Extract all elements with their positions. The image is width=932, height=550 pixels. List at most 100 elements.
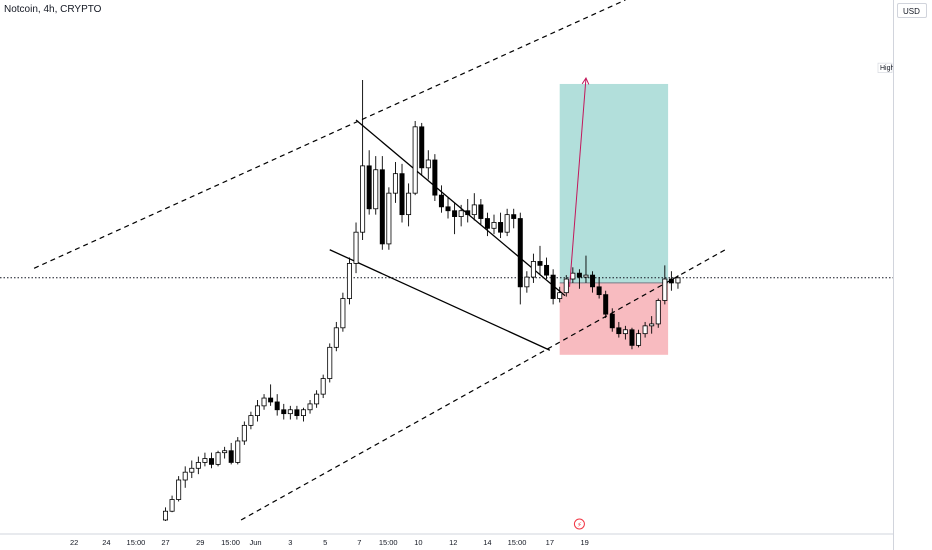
candle-body-up xyxy=(176,479,182,500)
candle-body-up xyxy=(162,510,168,521)
candle-body-up xyxy=(346,263,352,299)
candle xyxy=(333,321,339,352)
candle xyxy=(294,405,300,420)
candle-body-down xyxy=(544,264,550,276)
candle-body-up xyxy=(254,405,260,417)
candle xyxy=(445,197,451,219)
x-tick-label: 19 xyxy=(580,538,588,547)
candle-body-down xyxy=(268,397,274,403)
candle xyxy=(268,384,274,406)
x-tick-label: 15:00 xyxy=(508,538,527,547)
candle xyxy=(609,308,615,332)
candle-body-up xyxy=(655,300,661,325)
candle-body-down xyxy=(616,327,622,335)
candle xyxy=(636,329,642,348)
x-tick-label: 14 xyxy=(483,538,491,547)
candle-body-up xyxy=(570,272,576,280)
candle xyxy=(340,292,346,332)
candle xyxy=(675,275,681,289)
lightning-icon: ⚡ xyxy=(577,521,582,529)
candle-body-down xyxy=(629,329,635,346)
x-tick-label: 12 xyxy=(449,538,457,547)
candle xyxy=(491,214,497,235)
candle-body-up xyxy=(675,277,681,284)
candle-body-up xyxy=(353,231,359,264)
candle xyxy=(241,421,247,445)
candle-body-up xyxy=(406,192,412,216)
candle-body-down xyxy=(603,294,609,315)
candle xyxy=(195,456,201,475)
candle xyxy=(360,80,366,240)
candle-body-down xyxy=(609,313,615,329)
candle-body-up xyxy=(241,424,247,442)
x-tick-label: 27 xyxy=(161,538,169,547)
candle xyxy=(281,403,287,420)
candle-body-down xyxy=(228,450,234,463)
candle-body-up xyxy=(458,210,464,217)
candle xyxy=(222,446,228,459)
candle-body-up xyxy=(649,323,655,327)
profit-zone xyxy=(559,83,669,283)
price-axis[interactable] xyxy=(893,0,932,550)
candle-body-up xyxy=(215,452,221,465)
candle-body-down xyxy=(445,206,451,212)
candle-body-down xyxy=(465,210,471,216)
candle-body-down xyxy=(208,458,214,465)
candle-body-down xyxy=(511,214,517,219)
candle-body-up xyxy=(320,378,326,395)
candle xyxy=(668,271,674,291)
candle xyxy=(215,450,221,467)
candle xyxy=(642,321,648,338)
candle xyxy=(176,476,182,502)
currency-selector[interactable]: USD xyxy=(897,3,927,18)
candle xyxy=(629,327,635,350)
symbol-title[interactable]: Notcoin, 4h, CRYPTO xyxy=(4,4,102,15)
wedge-upper xyxy=(355,119,566,297)
candle-body-down xyxy=(550,274,556,299)
candle xyxy=(392,161,398,203)
candle xyxy=(228,442,234,465)
candle xyxy=(557,286,563,303)
candle xyxy=(596,277,602,299)
candle-body-down xyxy=(484,218,490,229)
projection-arrow xyxy=(569,78,587,287)
candle-body-up xyxy=(662,278,668,301)
candle xyxy=(189,460,195,479)
candle xyxy=(550,269,556,305)
candle xyxy=(438,185,444,213)
candle xyxy=(655,298,661,328)
candle-body-down xyxy=(366,165,372,210)
x-tick-label: Jun xyxy=(249,538,261,547)
candle xyxy=(471,193,477,221)
x-tick-label: 15:00 xyxy=(379,538,398,547)
candle-body-up xyxy=(373,169,379,210)
plot-layer xyxy=(0,0,893,521)
candle xyxy=(583,255,589,283)
event-marker-icon xyxy=(573,518,585,530)
candle xyxy=(478,199,484,225)
candle xyxy=(307,400,313,414)
candle xyxy=(498,212,504,239)
candle xyxy=(452,202,458,235)
high-tag-label: High xyxy=(880,65,895,72)
candle xyxy=(412,120,418,196)
arrow-head xyxy=(581,77,590,85)
candle-body-up xyxy=(222,450,228,454)
candle xyxy=(300,407,306,422)
candle-body-down xyxy=(438,194,444,208)
candle-body-down xyxy=(399,173,405,216)
candle-body-up xyxy=(169,499,175,512)
candle xyxy=(622,325,628,340)
candle-body-up xyxy=(314,393,320,405)
candle-body-down xyxy=(498,222,504,233)
candle-body-up xyxy=(386,192,392,245)
candle-body-down xyxy=(517,218,523,288)
candle xyxy=(399,163,405,223)
candle xyxy=(406,183,412,227)
candle-body-down xyxy=(274,401,280,411)
candle-body-up xyxy=(307,403,313,411)
candle xyxy=(419,122,425,176)
candle xyxy=(261,394,267,410)
